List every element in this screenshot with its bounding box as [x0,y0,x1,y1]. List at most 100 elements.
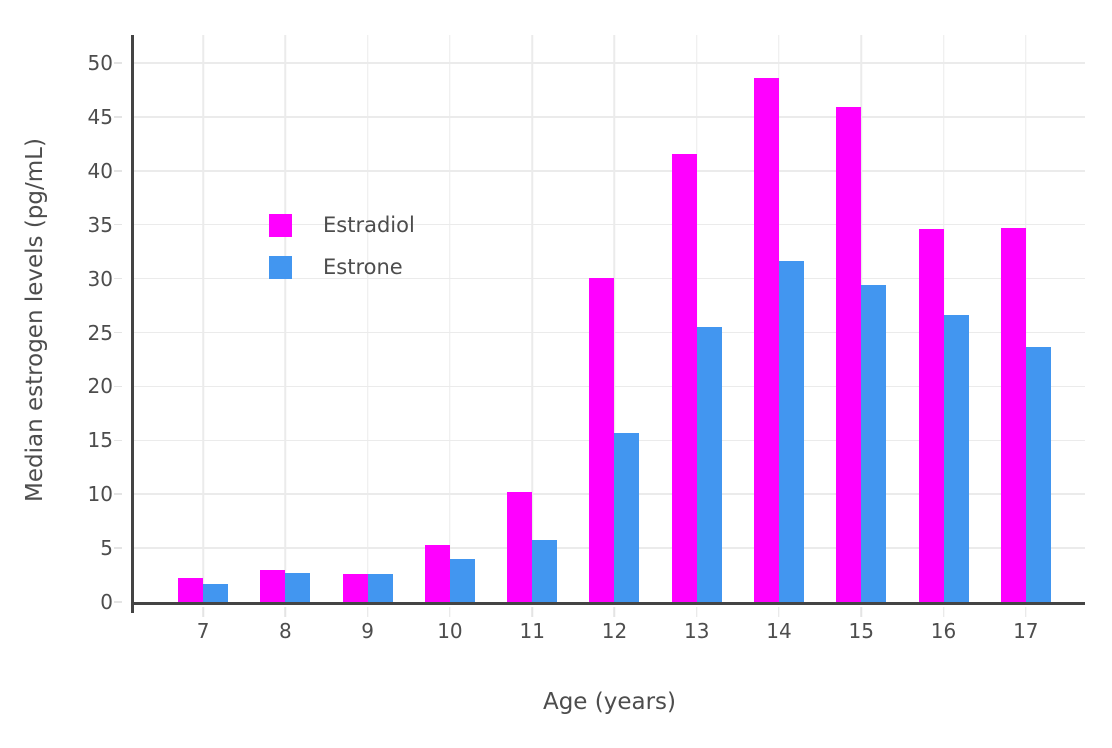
bar-columns: 7 8 9 10 11 12 13 14 15 16 17 [162,35,1067,641]
legend-item-estradiol[interactable]: Estradiol [269,213,415,237]
category-column: 10 [409,35,491,641]
category-column: 13 [656,35,738,641]
x-tick-mark [284,607,287,617]
y-tick-label: 5 [100,536,113,561]
category-column: 8 [244,35,326,641]
estrone-bar [203,583,229,602]
estradiol-bar [1000,228,1026,602]
estrone-bar [943,315,969,602]
bar-group [260,569,311,602]
y-tick-label: 0 [100,590,113,614]
y-tick-label: 35 [87,212,113,237]
bar-group [836,107,887,602]
x-tick-label: 16 [930,619,957,643]
estrone-bar [367,574,393,602]
x-tick-label: 11 [519,619,545,643]
x-tick-label: 14 [766,619,792,643]
category-column: 9 [327,35,409,641]
y-tick-label: 15 [87,428,113,453]
estrone-bar [532,539,558,602]
estradiol-bar [507,492,533,602]
estradiol-swatch [269,213,292,237]
y-tick-mark [114,62,122,64]
category-column: 14 [738,35,820,641]
y-axis-title: Median estrogen levels (pg/mL) [22,138,48,502]
x-tick-mark [860,607,862,617]
x-tick-label: 17 [1013,619,1039,643]
x-tick-mark [942,607,945,617]
estrone-bar [696,327,722,602]
legend-label-estrone: Estrone [323,255,403,279]
x-gridline [531,35,533,602]
x-gridline [202,35,204,602]
category-column: 15 [820,35,902,641]
x-tick-label: 15 [848,619,874,643]
y-tick-label: 25 [87,320,113,345]
y-tick-label: 50 [87,51,113,76]
x-tick-label: 13 [684,619,710,643]
legend-label-estradiol: Estradiol [323,213,415,237]
y-tick-mark [114,547,122,549]
y-tick-label: 10 [87,482,113,507]
category-column: 11 [491,35,573,641]
x-gridline [449,35,451,602]
y-tick-label: 45 [87,104,113,129]
y-tick-mark [114,601,122,603]
estradiol-bar [342,574,368,602]
x-tick-mark [778,607,780,617]
estrone-bar [861,285,887,602]
y-gridline [134,116,1085,118]
bar-group [507,492,558,602]
bar-group [424,544,475,602]
estrone-bar [614,432,640,602]
bar-group [753,78,804,602]
bar-group [1000,228,1051,602]
category-column: 17 [985,35,1067,641]
x-tick-mark [366,607,369,617]
x-tick-label: 10 [437,619,463,643]
plot-area: 0 5 10 15 20 25 30 35 40 45 50 7 8 9 10 11 12 13 14 15 16 17… [88,35,1085,715]
estradiol-bar [260,569,286,602]
estradiol-bar [836,107,862,602]
y-tick-mark [114,277,122,280]
category-column: 16 [902,35,984,641]
category-column: 7 [162,35,244,641]
estrone-swatch [269,255,292,279]
y-tick-mark [114,493,122,495]
y-tick-mark [114,385,122,388]
x-gridline [366,35,369,602]
x-gridline [695,35,698,602]
y-tick-mark [114,223,122,226]
x-tick-mark [695,607,698,617]
estrone-bar [449,558,475,602]
estrone-bar [1025,346,1051,602]
estrone-bar [778,261,804,602]
bar-group [589,277,640,602]
y-gridline [134,62,1085,64]
x-tick-mark [202,607,204,617]
x-tick-label: 7 [196,619,210,643]
y-tick-label: 40 [87,158,113,183]
x-tick-mark [1025,607,1027,617]
legend-item-estrone[interactable]: Estrone [269,255,415,279]
estradiol-bar [671,153,697,602]
y-tick-mark [114,331,122,334]
x-tick-mark [531,607,533,617]
y-tick-mark [114,439,122,442]
estradiol-bar [424,544,450,602]
estradiol-bar [178,578,204,602]
estradiol-bar [918,229,944,602]
bar-group [671,153,722,602]
x-gridline [613,35,616,602]
legend: Estradiol Estrone [269,213,415,297]
bar-group [178,578,229,602]
y-tick-mark [114,116,122,118]
estradiol-bar [589,277,615,602]
y-axis-line-stub [131,602,134,613]
x-tick-label: 8 [279,619,292,643]
estradiol-bar [753,78,779,602]
x-axis-title: Age (years) [542,689,677,715]
x-gridline [1025,35,1027,602]
y-gridline [134,223,1085,226]
